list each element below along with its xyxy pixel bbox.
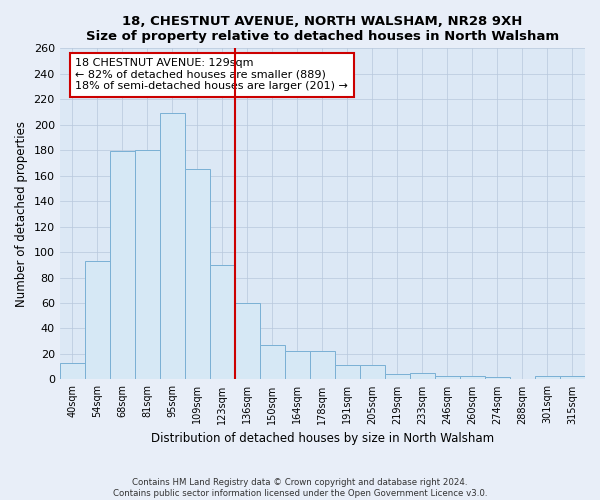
- Bar: [160, 114, 185, 380]
- Bar: [235, 303, 260, 380]
- Bar: [410, 373, 435, 380]
- Bar: [85, 261, 110, 380]
- Bar: [135, 150, 160, 380]
- Title: 18, CHESTNUT AVENUE, NORTH WALSHAM, NR28 9XH
Size of property relative to detach: 18, CHESTNUT AVENUE, NORTH WALSHAM, NR28…: [86, 15, 559, 43]
- Bar: [460, 376, 485, 380]
- Bar: [435, 376, 460, 380]
- Bar: [210, 265, 235, 380]
- Bar: [185, 170, 210, 380]
- Bar: [285, 352, 310, 380]
- Bar: [385, 374, 410, 380]
- Bar: [59, 363, 85, 380]
- Bar: [560, 376, 585, 380]
- Bar: [360, 366, 385, 380]
- X-axis label: Distribution of detached houses by size in North Walsham: Distribution of detached houses by size …: [151, 432, 494, 445]
- Bar: [335, 366, 360, 380]
- Text: 18 CHESTNUT AVENUE: 129sqm
← 82% of detached houses are smaller (889)
18% of sem: 18 CHESTNUT AVENUE: 129sqm ← 82% of deta…: [76, 58, 349, 92]
- Bar: [485, 377, 510, 380]
- Bar: [260, 345, 285, 380]
- Y-axis label: Number of detached properties: Number of detached properties: [15, 121, 28, 307]
- Text: Contains HM Land Registry data © Crown copyright and database right 2024.
Contai: Contains HM Land Registry data © Crown c…: [113, 478, 487, 498]
- Bar: [310, 352, 335, 380]
- Bar: [110, 152, 135, 380]
- Bar: [535, 376, 560, 380]
